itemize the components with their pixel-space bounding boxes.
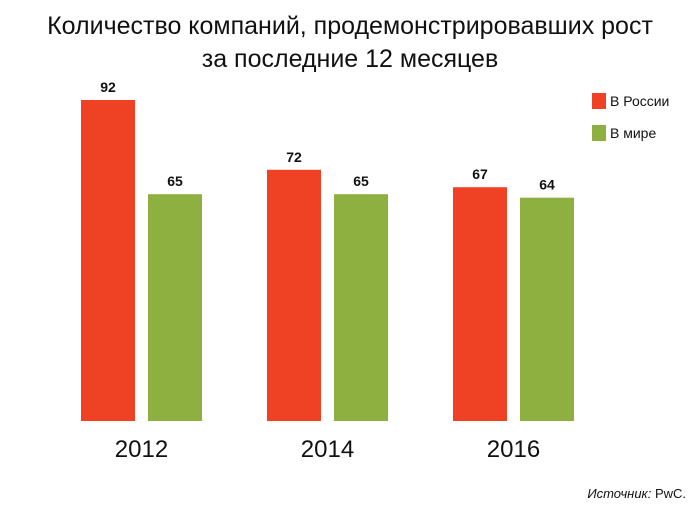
source-note: Источник: PwC. [587, 486, 686, 501]
source-value: PwC. [654, 486, 686, 501]
legend-swatch-world [592, 125, 606, 141]
bar-russia-2012 [81, 100, 135, 421]
bar-world-2016 [520, 197, 574, 421]
chart-title-line-2: за последние 12 месяцев [201, 45, 499, 73]
legend-swatch-russia [592, 93, 606, 109]
data-label-russia-2016: 67 [472, 166, 488, 182]
legend-item-world: В мире [592, 124, 669, 142]
chart-title: Количество компаний, продемонстрировавши… [0, 10, 700, 76]
data-label-russia-2014: 72 [286, 149, 302, 165]
chart-title-line-1: Количество компаний, продемонстрировавши… [47, 12, 653, 40]
bar-world-2014 [334, 194, 388, 421]
x-tick-label-2014: 2014 [301, 436, 354, 463]
legend-item-russia: В России [592, 92, 669, 110]
chart-legend: В России В мире [592, 92, 669, 156]
source-label: Источник: [587, 486, 652, 501]
data-label-world-2012: 65 [167, 173, 183, 189]
x-tick-label-2016: 2016 [487, 436, 540, 463]
bar-world-2012 [148, 194, 202, 421]
data-label-world-2016: 64 [539, 177, 555, 193]
data-label-world-2014: 65 [353, 173, 369, 189]
legend-label-russia: В России [610, 93, 670, 109]
data-label-russia-2012: 92 [100, 79, 116, 95]
x-tick-label-2012: 2012 [115, 436, 168, 463]
bar-russia-2014 [267, 169, 321, 421]
legend-label-world: В мире [610, 125, 657, 141]
bar-russia-2016 [453, 187, 507, 421]
